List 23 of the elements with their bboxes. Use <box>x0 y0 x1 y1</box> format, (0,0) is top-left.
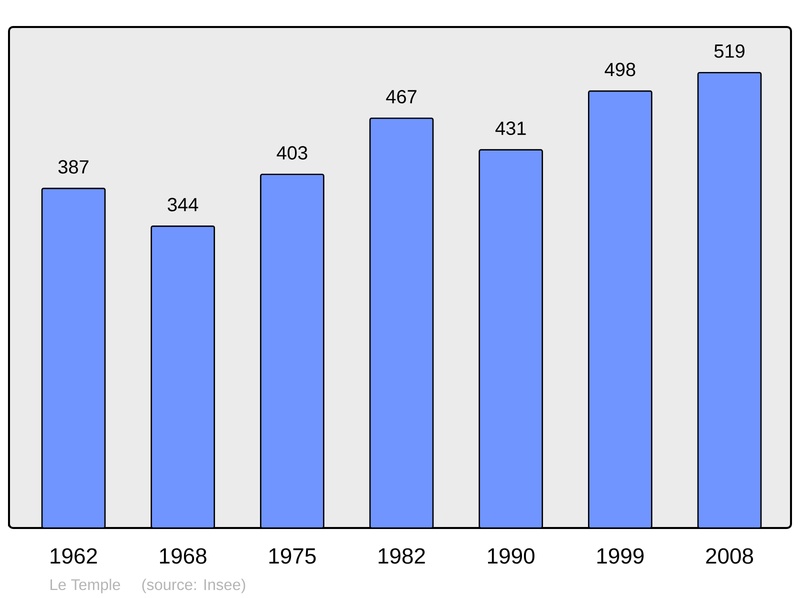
text: Le Temple <box>50 578 120 594</box>
data-label: 431 <box>495 122 526 136</box>
data-label: 403 <box>276 146 308 160</box>
data-label: 519 <box>714 44 744 58</box>
bar <box>150 225 216 528</box>
x-tick-label: 1982 <box>378 548 425 564</box>
bar <box>697 72 762 528</box>
x-tick-label: 1968 <box>160 548 206 564</box>
x-tick-label: 1999 <box>597 548 644 564</box>
text: (source: Insee) <box>142 578 246 594</box>
data-label: 467 <box>386 90 416 104</box>
data-label: 498 <box>604 62 636 76</box>
bar <box>369 118 434 528</box>
bar <box>478 149 544 528</box>
x-tick-label: 1962 <box>50 548 97 564</box>
data-label: 387 <box>58 160 88 174</box>
x-tick-label: 1990 <box>488 548 534 564</box>
bar <box>588 90 652 528</box>
bar <box>260 174 324 528</box>
bar <box>41 188 106 528</box>
x-tick-label: 2008 <box>706 548 754 564</box>
x-tick-label: 1975 <box>269 548 316 564</box>
data-label: 344 <box>168 198 198 212</box>
